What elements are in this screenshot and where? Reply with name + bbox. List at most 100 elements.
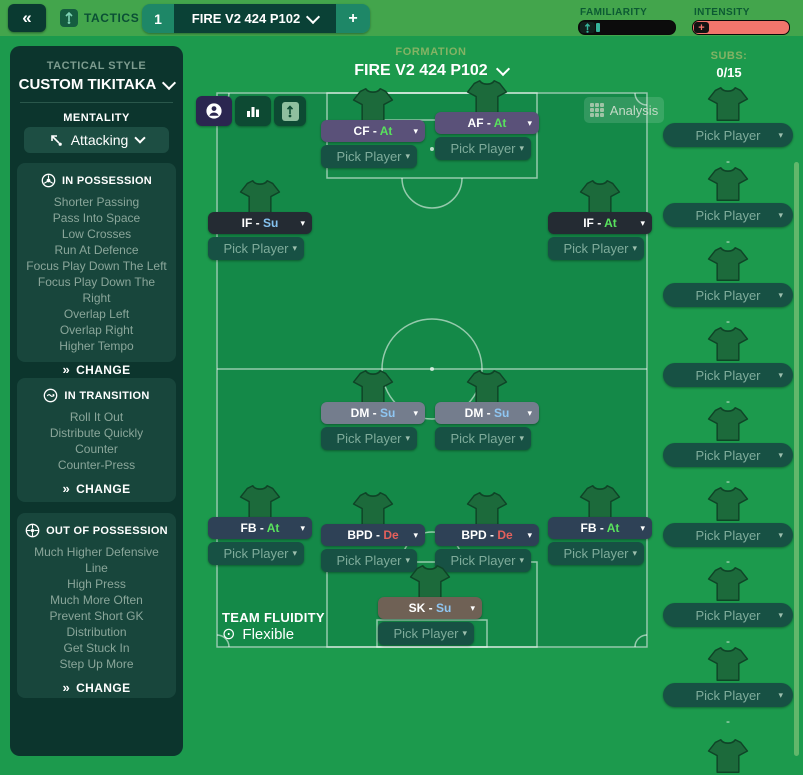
role-button[interactable]: SK - Su ▾ bbox=[378, 597, 482, 619]
pick-player-button[interactable]: Pick Player ▾ bbox=[435, 427, 531, 450]
pick-player-button[interactable]: Pick Player ▾ bbox=[663, 283, 793, 307]
defence-ball-icon bbox=[25, 523, 40, 538]
change-out-of-possession-button[interactable]: » CHANGE bbox=[62, 680, 131, 695]
player-slot-cf: CF - At ▾ Pick Player ▾ bbox=[321, 87, 425, 168]
top-bar: « TACTICS 1 FIRE V2 424 P102 + FAMILIARI… bbox=[0, 0, 803, 36]
role-button[interactable]: DM - Su ▾ bbox=[435, 402, 539, 424]
double-chevron-icon: » bbox=[62, 362, 71, 377]
pick-player-button[interactable]: Pick Player ▾ bbox=[321, 427, 417, 450]
tactics-label: TACTICS bbox=[84, 11, 140, 25]
chevron-down-icon: ▾ bbox=[519, 555, 524, 565]
pick-player-button[interactable]: Pick Player ▾ bbox=[663, 683, 793, 707]
intensity-icon: + bbox=[694, 22, 709, 33]
subs-scrollbar[interactable] bbox=[794, 162, 799, 756]
familiarity-label: FAMILIARITY bbox=[580, 7, 648, 18]
role-button[interactable]: BPD - De ▾ bbox=[321, 524, 425, 546]
chevron-down-icon: ▾ bbox=[462, 628, 467, 638]
player-slot-fb-left: FB - At ▾ Pick Player ▾ bbox=[208, 484, 312, 565]
pick-player-button[interactable]: Pick Player ▾ bbox=[208, 542, 304, 565]
analysis-button[interactable]: Analysis bbox=[584, 97, 664, 123]
back-icon: « bbox=[22, 8, 32, 27]
sub-empty-value: - bbox=[726, 474, 730, 488]
pick-player-button[interactable]: Pick Player ▾ bbox=[321, 145, 417, 168]
role-button[interactable]: IF - Su ▾ bbox=[208, 212, 312, 234]
pick-player-button[interactable]: Pick Player ▾ bbox=[378, 622, 474, 645]
chevron-down-icon: ▾ bbox=[527, 407, 532, 418]
pick-player-button[interactable]: Pick Player ▾ bbox=[321, 549, 417, 572]
shirt-icon bbox=[707, 566, 749, 602]
pick-player-button[interactable]: Pick Player ▾ bbox=[663, 203, 793, 227]
instruction-item: Counter bbox=[75, 442, 118, 456]
tactic-name: FIRE V2 424 P102 bbox=[191, 11, 301, 26]
role-button[interactable]: BPD - De ▾ bbox=[435, 524, 539, 546]
slider-icon bbox=[281, 101, 299, 121]
pick-player-button[interactable]: Pick Player ▾ bbox=[663, 443, 793, 467]
double-chevron-icon: » bbox=[62, 680, 71, 695]
player-slot-dm-left: DM - Su ▾ Pick Player ▾ bbox=[321, 369, 425, 450]
sub-empty-value: - bbox=[726, 554, 730, 568]
add-tactic-button[interactable]: + bbox=[336, 4, 370, 33]
sub-slot: Pick Player ▾ bbox=[663, 85, 793, 147]
mentality-dropdown[interactable]: Attacking bbox=[24, 127, 169, 153]
chevron-down-icon: ▾ bbox=[632, 548, 637, 558]
change-in-possession-button[interactable]: » CHANGE bbox=[62, 362, 131, 377]
chevron-down-icon: ▾ bbox=[527, 117, 532, 128]
sub-slot: Pick Player ▾ bbox=[663, 565, 793, 627]
player-slot-if-left: IF - Su ▾ Pick Player ▾ bbox=[208, 179, 312, 260]
pick-player-button[interactable]: Pick Player ▾ bbox=[548, 237, 644, 260]
pick-player-button[interactable]: Pick Player ▾ bbox=[435, 137, 531, 160]
subs-label: SUBS: bbox=[710, 50, 748, 62]
role-button[interactable]: AF - At ▾ bbox=[435, 112, 539, 134]
section-title: OUT OF POSSESSION bbox=[46, 524, 168, 537]
chevron-down-icon bbox=[306, 9, 321, 24]
player-view-button[interactable] bbox=[196, 96, 232, 126]
chevron-down-icon: ▾ bbox=[632, 243, 637, 253]
chevron-down-icon: ▾ bbox=[413, 125, 418, 136]
stats-view-button[interactable] bbox=[235, 96, 271, 126]
tactical-style-dropdown[interactable]: CUSTOM TIKITAKA bbox=[10, 75, 183, 93]
player-slot-af: AF - At ▾ Pick Player ▾ bbox=[435, 79, 539, 160]
shirt-icon bbox=[239, 179, 281, 215]
role-button[interactable]: DM - Su ▾ bbox=[321, 402, 425, 424]
goalkeeper-shirt-icon bbox=[409, 564, 451, 600]
familiarity-view-button[interactable] bbox=[274, 96, 306, 126]
sub-slot bbox=[663, 737, 793, 775]
pick-player-button[interactable]: Pick Player ▾ bbox=[663, 523, 793, 547]
pick-player-button[interactable]: Pick Player ▾ bbox=[663, 363, 793, 387]
instruction-item: Low Crosses bbox=[61, 227, 132, 241]
formation-name-dropdown[interactable]: FIRE V2 424 P102 bbox=[186, 61, 676, 80]
tactic-name-dropdown[interactable]: FIRE V2 424 P102 bbox=[174, 4, 336, 33]
instruction-item: Pass Into Space bbox=[52, 211, 141, 225]
tactic-slot-number[interactable]: 1 bbox=[142, 4, 174, 33]
role-button[interactable]: CF - At ▾ bbox=[321, 120, 425, 142]
sub-empty-value: - bbox=[726, 714, 730, 728]
instruction-item: Shorter Passing bbox=[53, 195, 140, 209]
shirt-icon bbox=[579, 484, 621, 520]
chevron-down-icon: ▾ bbox=[778, 129, 783, 140]
intensity-meter: + bbox=[692, 20, 790, 35]
familiarity-progress bbox=[596, 23, 600, 32]
plus-icon: + bbox=[348, 9, 358, 27]
chevron-down-icon bbox=[162, 75, 177, 90]
shirt-icon bbox=[707, 246, 749, 282]
chevron-down-icon: ▾ bbox=[292, 548, 297, 558]
role-button[interactable]: IF - At ▾ bbox=[548, 212, 652, 234]
pick-player-button[interactable]: Pick Player ▾ bbox=[208, 237, 304, 260]
chevron-down-icon: ▾ bbox=[778, 689, 783, 700]
back-button[interactable]: « bbox=[8, 4, 46, 32]
shirt-icon bbox=[707, 86, 749, 122]
pick-player-button[interactable]: Pick Player ▾ bbox=[663, 123, 793, 147]
familiarity-meter bbox=[578, 20, 676, 35]
sub-slot: Pick Player ▾ bbox=[663, 245, 793, 307]
pick-player-button[interactable]: Pick Player ▾ bbox=[435, 549, 531, 572]
pick-player-button[interactable]: Pick Player ▾ bbox=[548, 542, 644, 565]
pick-player-button[interactable]: Pick Player ▾ bbox=[663, 603, 793, 627]
in-transition-card: IN TRANSITION Roll It Out Distribute Qui… bbox=[17, 378, 176, 502]
sub-slot: Pick Player ▾ bbox=[663, 485, 793, 547]
familiarity-icon bbox=[580, 22, 595, 33]
role-button[interactable]: FB - At ▾ bbox=[548, 517, 652, 539]
change-in-transition-button[interactable]: » CHANGE bbox=[62, 481, 131, 496]
chevron-down-icon: ▾ bbox=[778, 289, 783, 300]
role-button[interactable]: FB - At ▾ bbox=[208, 517, 312, 539]
formation-label: FORMATION bbox=[395, 46, 467, 58]
